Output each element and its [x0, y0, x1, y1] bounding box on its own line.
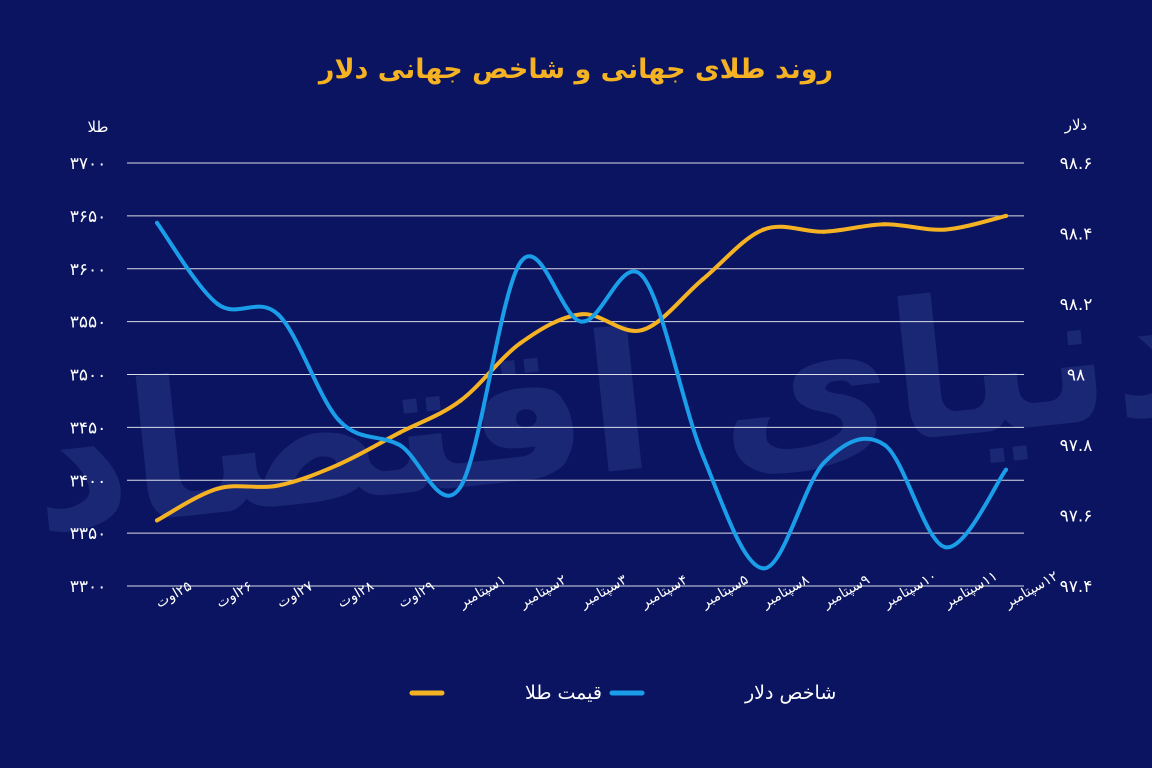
x-tick-label: ۸سپتامبر — [759, 572, 813, 612]
left-axis-label: طلا — [88, 118, 109, 136]
watermark-logo: دنیای اقتصاد — [19, 233, 1152, 576]
right-axis-label: دلار — [1064, 116, 1087, 134]
right-tick-label: ۹۷.۸ — [1060, 436, 1093, 456]
data-point — [822, 460, 827, 465]
right-tick-label: ۹۸ — [1067, 366, 1085, 386]
data-point — [155, 220, 159, 225]
data-point — [822, 229, 827, 234]
data-point — [700, 277, 705, 282]
data-point — [276, 312, 281, 317]
x-tick-label: ۱سپتامبر — [455, 572, 508, 612]
data-point — [1004, 467, 1008, 472]
x-tick-label: ۲۸اوت — [335, 578, 377, 612]
left-tick-label: ۳۳۰۰ — [70, 577, 107, 597]
data-point — [943, 227, 948, 232]
data-point — [397, 443, 402, 447]
x-tick-label: ۲۷اوت — [274, 578, 316, 612]
x-tick-label: ۲۶اوت — [214, 578, 256, 611]
left-tick-label: ۳۵۵۰ — [70, 313, 107, 333]
right-tick-label: ۹۸.۲ — [1060, 295, 1093, 315]
x-tick-label: ۱۰سپتامبر — [880, 568, 940, 612]
x-tick-label: ۲سپتامبر — [516, 572, 569, 612]
x-tick-label: ۲۵اوت — [153, 578, 195, 611]
data-point — [761, 566, 766, 571]
left-tick-label: ۳۵۰۰ — [70, 366, 107, 386]
data-point — [579, 312, 584, 317]
left-tick-label: ۳۴۵۰ — [70, 418, 107, 438]
x-tick-label: ۱۲سپتامبر — [1001, 568, 1061, 612]
data-point — [579, 319, 584, 324]
data-point — [397, 430, 402, 435]
data-point — [518, 340, 523, 345]
data-point — [882, 443, 887, 447]
data-point — [336, 462, 341, 467]
legend-label: قیمت طلا — [525, 682, 602, 704]
chart-title: روند طلای جهانی و شاخص جهانی دلار — [317, 54, 833, 85]
data-point — [276, 483, 281, 488]
data-point — [518, 259, 523, 264]
data-point — [215, 302, 220, 306]
left-tick-label: ۳۴۰۰ — [70, 471, 107, 491]
left-tick-label: ۳۳۵۰ — [70, 524, 107, 544]
data-point — [1004, 213, 1008, 218]
left-tick-label: ۳۶۵۰ — [70, 207, 107, 227]
right-tick-label: ۹۸.۴ — [1060, 225, 1093, 245]
x-tick-label: ۱۱سپتامبر — [940, 568, 1000, 612]
left-tick-label: ۳۷۰۰ — [70, 154, 107, 174]
data-point — [215, 486, 220, 491]
data-point — [336, 418, 341, 423]
x-tick-label: ۲۹اوت — [396, 578, 438, 611]
data-point — [458, 485, 463, 490]
data-point — [882, 222, 887, 227]
right-tick-label: ۹۷.۶ — [1060, 507, 1093, 527]
x-tick-label: ۴سپتامبر — [637, 572, 690, 612]
right-tick-label: ۹۷.۴ — [1060, 577, 1093, 597]
data-point — [700, 453, 705, 458]
data-point — [640, 328, 645, 333]
data-point — [943, 545, 948, 550]
left-tick-label: ۳۶۰۰ — [70, 260, 107, 280]
x-tick-label: ۳سپتامبر — [577, 572, 631, 612]
x-tick-label: ۵سپتامبر — [698, 572, 751, 612]
data-point — [458, 398, 463, 403]
x-tick-label: ۹سپتامبر — [819, 572, 872, 612]
data-point — [761, 227, 766, 232]
right-tick-label: ۹۸.۶ — [1060, 154, 1093, 174]
legend-label: شاخص دلار — [744, 682, 836, 704]
data-point — [640, 273, 645, 278]
data-point — [155, 518, 159, 523]
